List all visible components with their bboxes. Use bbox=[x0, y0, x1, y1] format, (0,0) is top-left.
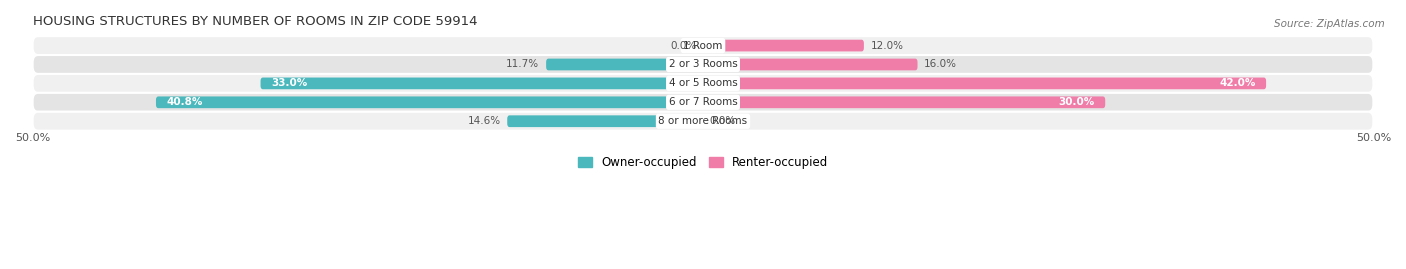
FancyBboxPatch shape bbox=[508, 115, 703, 127]
FancyBboxPatch shape bbox=[546, 59, 703, 70]
Text: 16.0%: 16.0% bbox=[924, 59, 957, 69]
Text: 1 Room: 1 Room bbox=[683, 41, 723, 51]
Text: 2 or 3 Rooms: 2 or 3 Rooms bbox=[669, 59, 737, 69]
Text: 14.6%: 14.6% bbox=[467, 116, 501, 126]
Text: 0.0%: 0.0% bbox=[671, 41, 696, 51]
FancyBboxPatch shape bbox=[703, 97, 1105, 108]
FancyBboxPatch shape bbox=[703, 59, 918, 70]
FancyBboxPatch shape bbox=[156, 97, 703, 108]
FancyBboxPatch shape bbox=[32, 74, 1374, 93]
Text: 8 or more Rooms: 8 or more Rooms bbox=[658, 116, 748, 126]
FancyBboxPatch shape bbox=[703, 77, 1267, 89]
Text: 0.0%: 0.0% bbox=[710, 116, 735, 126]
Text: HOUSING STRUCTURES BY NUMBER OF ROOMS IN ZIP CODE 59914: HOUSING STRUCTURES BY NUMBER OF ROOMS IN… bbox=[32, 15, 477, 28]
Text: 33.0%: 33.0% bbox=[271, 78, 308, 89]
Text: 11.7%: 11.7% bbox=[506, 59, 540, 69]
FancyBboxPatch shape bbox=[260, 77, 703, 89]
FancyBboxPatch shape bbox=[32, 112, 1374, 131]
Text: Source: ZipAtlas.com: Source: ZipAtlas.com bbox=[1274, 19, 1385, 29]
Text: 40.8%: 40.8% bbox=[167, 97, 202, 107]
Text: 42.0%: 42.0% bbox=[1219, 78, 1256, 89]
Legend: Owner-occupied, Renter-occupied: Owner-occupied, Renter-occupied bbox=[572, 151, 834, 174]
FancyBboxPatch shape bbox=[32, 55, 1374, 74]
FancyBboxPatch shape bbox=[32, 93, 1374, 112]
Text: 6 or 7 Rooms: 6 or 7 Rooms bbox=[669, 97, 737, 107]
Text: 12.0%: 12.0% bbox=[870, 41, 904, 51]
FancyBboxPatch shape bbox=[32, 36, 1374, 55]
FancyBboxPatch shape bbox=[703, 40, 863, 51]
Text: 30.0%: 30.0% bbox=[1059, 97, 1094, 107]
Text: 4 or 5 Rooms: 4 or 5 Rooms bbox=[669, 78, 737, 89]
